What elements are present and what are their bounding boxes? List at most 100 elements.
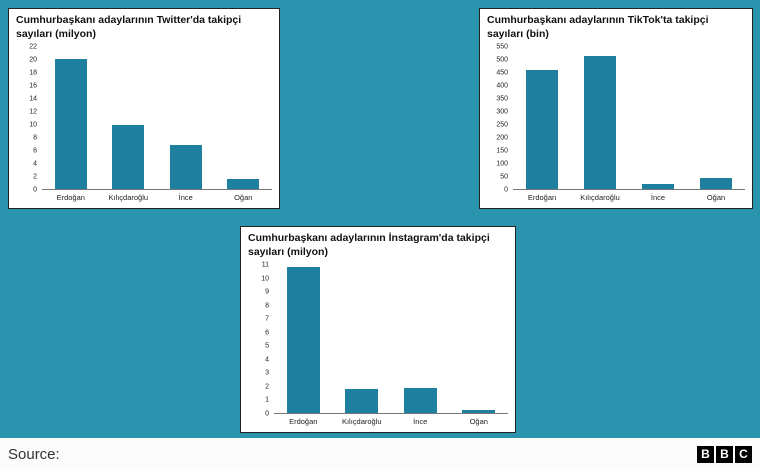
y-tick-label: 14 (29, 95, 37, 103)
y-tick-label: 0 (265, 410, 269, 418)
bbc-logo: B B C (697, 445, 752, 463)
y-tick-label: 1 (265, 396, 269, 404)
bar-column (629, 47, 687, 189)
bar-erdoğan (54, 58, 87, 189)
y-tick-label: 11 (261, 261, 269, 269)
y-tick-label: 10 (29, 121, 37, 129)
y-tick-label: 10 (261, 275, 269, 283)
x-axis-label: Erdoğan (527, 192, 557, 202)
y-tick-label: 300 (496, 108, 508, 116)
y-tick-label: 500 (496, 56, 508, 64)
y-tick-label: 400 (496, 82, 508, 90)
bar-column (333, 265, 392, 413)
plot-area (42, 47, 272, 190)
y-tick-label: 8 (33, 134, 37, 142)
bar-i̇nce (641, 183, 675, 189)
y-tick-label: 50 (500, 173, 508, 181)
y-tick-label: 350 (496, 95, 508, 103)
bbc-logo-letter: C (735, 445, 752, 463)
x-axis-labels: Erdoğan Kılıçdaroğlu İnce Oğan (513, 190, 745, 204)
plot-area (513, 47, 745, 190)
x-axis-labels: Erdoğan Kılıçdaroğlu İnce Oğan (274, 414, 508, 428)
bbc-logo-letter: B (716, 445, 733, 463)
y-tick-label: 4 (33, 160, 37, 168)
plot-main: Erdoğan Kılıçdaroğlu İnce Oğan (42, 47, 272, 204)
footer: Source: B B C (0, 438, 760, 470)
y-tick-label: 16 (29, 82, 37, 90)
y-tick-label: 200 (496, 134, 508, 142)
y-tick-label: 150 (496, 147, 508, 155)
x-axis-label: İnce (178, 192, 193, 202)
bar-column (450, 265, 509, 413)
bar-oğan (699, 178, 733, 189)
y-axis: 22 20 18 16 14 12 10 8 6 4 2 0 (16, 43, 42, 194)
y-tick-label: 5 (265, 342, 269, 350)
bar-oğan (227, 179, 260, 189)
chart-title: Cumhurbaşkanı adaylarının Twitter'da tak… (16, 14, 242, 40)
x-axis-label: İnce (650, 192, 666, 202)
y-tick-label: 0 (504, 186, 508, 194)
y-tick-label: 250 (496, 121, 508, 129)
x-axis-label: Oğan (234, 192, 253, 202)
tiktok-followers-chart: Cumhurbaşkanı adaylarının TikTok'ta taki… (479, 8, 753, 209)
bar-i̇nce (403, 387, 437, 413)
y-tick-label: 20 (29, 56, 37, 64)
y-tick-label: 4 (265, 356, 269, 364)
bar-kılıçdaroğlu (345, 388, 379, 413)
bar-column (513, 47, 571, 189)
x-axis-label: Erdoğan (56, 192, 85, 202)
bar-column (100, 47, 158, 189)
y-tick-label: 2 (33, 173, 37, 181)
x-axis-label: Kılıçdaroğlu (580, 192, 620, 202)
x-axis-label: Erdoğan (289, 416, 318, 426)
bar-erdoğan (286, 266, 320, 413)
plot: 11 10 9 8 7 6 5 4 3 2 1 0 Erdoğan Kılıçdaroğlu İnce Oğ… (248, 261, 508, 428)
y-tick-label: 550 (496, 43, 508, 51)
y-tick-label: 8 (265, 302, 269, 310)
plot: 22 20 18 16 14 12 10 8 6 4 2 0 Erdoğan Kılıçdaroğlu İ… (16, 43, 272, 204)
bar-column (391, 265, 450, 413)
chart-title: Cumhurbaşkanı adaylarının TikTok'ta taki… (487, 14, 709, 40)
plot-main: Erdoğan Kılıçdaroğlu İnce Oğan (513, 47, 745, 204)
bar-kılıçdaroğlu (112, 124, 145, 189)
bar-column (215, 47, 273, 189)
x-axis-label: İnce (413, 416, 428, 426)
bar-erdoğan (525, 70, 559, 189)
y-axis: 550 500 450 400 350 300 250 200 150 100 50 0 (487, 43, 513, 194)
source-label: Source: (8, 445, 60, 463)
y-tick-label: 100 (496, 160, 508, 168)
bar-column (571, 47, 629, 189)
y-tick-label: 3 (265, 369, 269, 377)
bbc-logo-letter: B (697, 445, 714, 463)
y-tick-label: 9 (265, 288, 269, 296)
y-tick-label: 6 (33, 147, 37, 155)
bar-kılıçdaroğlu (583, 56, 617, 189)
bar-column (687, 47, 745, 189)
bar-column (274, 265, 333, 413)
instagram-followers-chart: Cumhurbaşkanı adaylarının İnstagram'da t… (240, 226, 516, 433)
y-tick-label: 22 (29, 43, 37, 51)
y-tick-label: 12 (29, 108, 37, 116)
x-axis-labels: Erdoğan Kılıçdaroğlu İnce Oğan (42, 190, 272, 204)
plot-area (274, 265, 508, 414)
y-tick-label: 450 (496, 69, 508, 77)
bar-column (42, 47, 100, 189)
plot: 550 500 450 400 350 300 250 200 150 100 50 0 Erdoğa… (487, 43, 745, 204)
twitter-followers-chart: Cumhurbaşkanı adaylarının Twitter'da tak… (8, 8, 280, 209)
bar-i̇nce (169, 144, 202, 189)
bar-oğan (462, 410, 496, 413)
plot-main: Erdoğan Kılıçdaroğlu İnce Oğan (274, 265, 508, 428)
x-axis-label: Oğan (469, 416, 488, 426)
bar-column (157, 47, 215, 189)
x-axis-label: Oğan (706, 192, 726, 202)
y-tick-label: 6 (265, 329, 269, 337)
y-tick-label: 0 (33, 186, 37, 194)
x-axis-label: Kılıçdaroğlu (108, 192, 149, 202)
chart-title: Cumhurbaşkanı adaylarının İnstagram'da t… (248, 232, 490, 258)
y-tick-label: 2 (265, 383, 269, 391)
y-tick-label: 7 (265, 315, 269, 323)
y-tick-label: 18 (29, 69, 37, 77)
x-axis-label: Kılıçdaroğlu (341, 416, 382, 426)
y-axis: 11 10 9 8 7 6 5 4 3 2 1 0 (248, 261, 274, 418)
